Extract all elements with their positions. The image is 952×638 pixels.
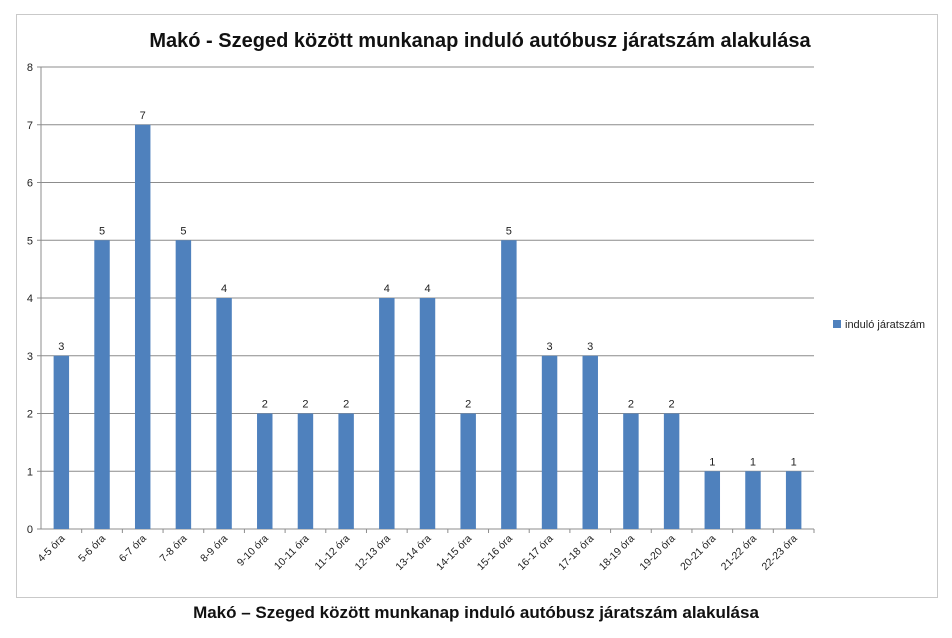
data-label: 4 — [221, 283, 227, 295]
bars — [53, 124, 802, 529]
y-tick-label: 5 — [27, 235, 33, 247]
x-tick-label: 10-11 óra — [272, 533, 312, 573]
x-tick-label: 19-20 óra — [637, 533, 677, 573]
data-label: 1 — [791, 456, 797, 468]
y-tick-label: 3 — [27, 351, 33, 363]
data-label: 3 — [587, 341, 593, 353]
bar-14-15-óra — [460, 413, 476, 529]
legend-swatch — [833, 320, 841, 328]
bar-9-10-óra — [257, 413, 273, 529]
bar-8-9-óra — [216, 298, 232, 529]
y-tick-label: 0 — [27, 524, 33, 536]
x-tick-label: 14-15 óra — [434, 533, 474, 573]
x-tick-label: 6-7 óra — [117, 533, 149, 565]
data-label: 2 — [669, 399, 675, 411]
y-tick-labels: 0 1 2 3 4 5 6 7 8 — [27, 62, 33, 536]
bar-6-7-óra — [134, 124, 151, 529]
bar-16-17-óra — [541, 355, 558, 529]
data-label: 5 — [99, 225, 105, 237]
chart-title: Makó - Szeged között munkanap induló aut… — [149, 30, 811, 52]
x-tick-label: 15-16 óra — [475, 533, 515, 573]
x-tick-label: 13-14 óra — [393, 533, 433, 573]
data-labels: 3 5 7 5 4 2 2 2 4 4 2 5 3 3 2 2 1 1 1 — [58, 110, 796, 469]
x-tick-label: 8-9 óra — [198, 533, 230, 565]
x-tick-label: 20-21 óra — [678, 533, 718, 573]
bar-21-22-óra — [745, 471, 761, 529]
x-tick-label: 5-6 óra — [76, 533, 108, 565]
chart-frame: Makó - Szeged között munkanap induló aut… — [16, 14, 938, 598]
bar-13-14-óra — [419, 298, 436, 529]
bar-19-20-óra — [663, 413, 680, 529]
bar-17-18-óra — [582, 355, 598, 529]
x-tick-label: 9-10 óra — [235, 533, 271, 569]
data-label: 3 — [546, 341, 552, 353]
bar-18-19-óra — [623, 413, 639, 529]
x-tick-label: 11-12 óra — [313, 533, 353, 573]
data-label: 2 — [628, 399, 634, 411]
y-tick-label: 4 — [27, 293, 33, 305]
bar-12-13-óra — [379, 298, 395, 529]
bar-11-12-óra — [338, 413, 354, 529]
bar-4-5-óra — [53, 355, 70, 529]
data-label: 4 — [424, 283, 430, 295]
x-tick-label: 18-19 óra — [597, 533, 637, 573]
legend-label: induló járatszám — [845, 319, 925, 331]
y-tick-label: 1 — [27, 466, 33, 478]
data-label: 1 — [750, 456, 756, 468]
y-tick-label: 6 — [27, 178, 33, 190]
x-tick-label: 17-18 óra — [556, 533, 596, 573]
data-label: 5 — [180, 225, 186, 237]
y-tick-label: 2 — [27, 409, 33, 421]
x-tick-label: 16-17 óra — [515, 533, 555, 573]
bar-20-21-óra — [704, 471, 721, 529]
data-label: 4 — [384, 283, 390, 295]
x-tick-label: 22-23 óra — [760, 533, 800, 573]
bar-22-23-óra — [785, 471, 802, 529]
data-label: 2 — [262, 399, 268, 411]
legend: induló járatszám — [833, 319, 925, 331]
x-tick-labels: 4-5 óra 5-6 óra 6-7 óra 7-8 óra 8-9 óra 9-10 … — [35, 533, 799, 573]
figure-caption: Makó – Szeged között munkanap induló aut… — [193, 603, 759, 622]
y-tick-label: 8 — [27, 62, 33, 74]
bar-5-6-óra — [94, 240, 110, 529]
bar-7-8-óra — [175, 240, 192, 529]
data-label: 1 — [709, 456, 715, 468]
data-label: 2 — [302, 399, 308, 411]
x-tick-label: 4-5 óra — [35, 533, 67, 565]
bar-chart: Makó - Szeged között munkanap induló aut… — [27, 30, 925, 573]
data-label: 3 — [58, 341, 64, 353]
data-label: 5 — [506, 225, 512, 237]
bar-15-16-óra — [501, 240, 517, 529]
data-label: 7 — [140, 110, 146, 122]
data-label: 2 — [343, 399, 349, 411]
x-tick-label: 21-22 óra — [719, 533, 759, 573]
data-label: 2 — [465, 399, 471, 411]
bar-10-11-óra — [297, 413, 314, 529]
y-tick-label: 7 — [27, 120, 33, 132]
x-tick-label: 12-13 óra — [353, 533, 393, 573]
x-tick-label: 7-8 óra — [157, 533, 189, 565]
